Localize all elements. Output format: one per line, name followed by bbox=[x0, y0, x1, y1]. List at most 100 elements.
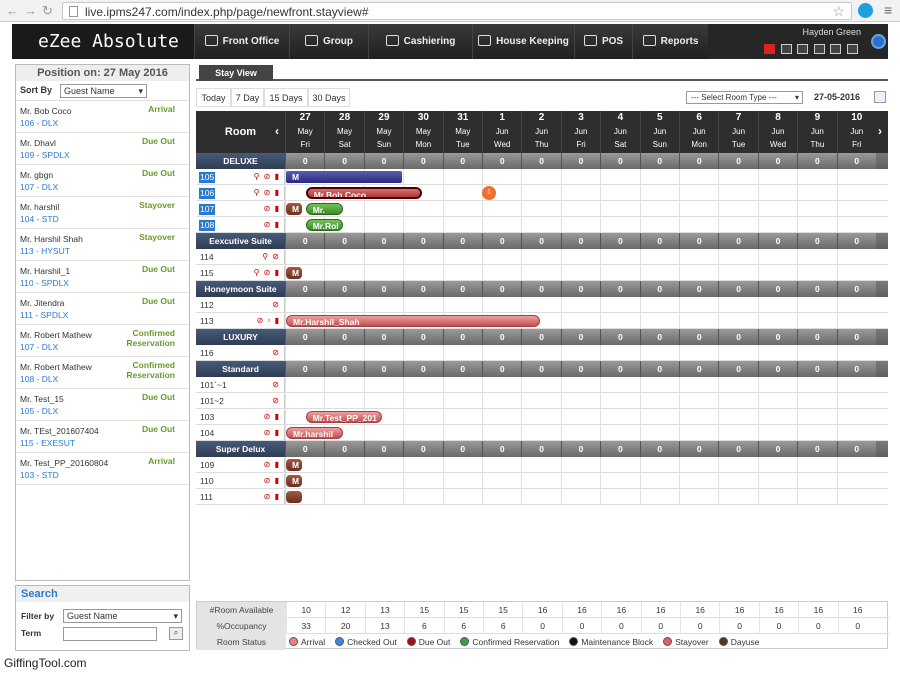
guest-item[interactable]: Mr. Harshil_1 110 - SPDLX Due Out bbox=[16, 261, 189, 293]
grid-cell[interactable] bbox=[639, 297, 679, 313]
grid-cell[interactable] bbox=[679, 345, 718, 361]
image-icon[interactable] bbox=[780, 44, 792, 54]
grid-cell[interactable] bbox=[560, 489, 600, 505]
sort-by-select[interactable]: Guest Name ▾ bbox=[60, 84, 147, 98]
guest-item[interactable]: Mr. Bob Coco 106 - DLX Arrival bbox=[16, 101, 189, 133]
guest-room[interactable]: 106 - DLX bbox=[20, 118, 59, 128]
room-status-icons[interactable]: ⊘ ▮ bbox=[263, 428, 280, 437]
grid-cell[interactable] bbox=[718, 169, 757, 185]
grid-cell[interactable] bbox=[600, 201, 639, 217]
grid-cell[interactable] bbox=[836, 345, 876, 361]
grid-cell[interactable] bbox=[600, 393, 639, 409]
grid-cell[interactable] bbox=[836, 217, 876, 233]
room-status-icons[interactable]: ⊘ ▮ bbox=[263, 204, 280, 213]
search-icon[interactable]: ⌕ bbox=[169, 627, 183, 640]
room-number[interactable]: 111 bbox=[200, 492, 213, 502]
room-number[interactable]: 101~2 bbox=[200, 396, 224, 406]
room-status-icons[interactable]: ⊘ bbox=[272, 396, 280, 405]
grid-cell[interactable] bbox=[836, 249, 876, 265]
booking-bar[interactable]: Mr.harshil bbox=[286, 427, 344, 439]
grid-cell[interactable] bbox=[679, 185, 718, 201]
grid-cell[interactable] bbox=[560, 345, 600, 361]
grid-cell[interactable] bbox=[757, 377, 797, 393]
room-number[interactable]: 116 bbox=[200, 348, 214, 358]
booking-bar[interactable]: M bbox=[286, 171, 403, 183]
grid-cell[interactable] bbox=[836, 473, 876, 489]
globe-icon[interactable] bbox=[871, 34, 886, 49]
room-number[interactable]: 105 bbox=[199, 172, 216, 183]
grid-cell[interactable] bbox=[324, 377, 363, 393]
grid-cell[interactable] bbox=[324, 249, 363, 265]
grid-cell[interactable] bbox=[757, 249, 797, 265]
address-bar[interactable]: live.ipms247.com/index.php/page/newfront… bbox=[62, 2, 852, 20]
grid-cell[interactable] bbox=[600, 249, 639, 265]
grid-cell[interactable] bbox=[639, 409, 679, 425]
grid-cell[interactable] bbox=[324, 393, 363, 409]
room-number[interactable]: 112 bbox=[200, 300, 214, 310]
grid-cell[interactable] bbox=[285, 313, 324, 329]
grid-cell[interactable] bbox=[836, 425, 876, 441]
grid-cell[interactable] bbox=[363, 393, 403, 409]
grid-cell[interactable] bbox=[797, 185, 836, 201]
grid-cell[interactable] bbox=[600, 409, 639, 425]
room-status-icons[interactable]: ⚲ ⊘ ▮ bbox=[253, 172, 280, 181]
grid-cell[interactable] bbox=[482, 169, 521, 185]
grid-cell[interactable] bbox=[482, 265, 521, 281]
grid-cell[interactable] bbox=[403, 393, 442, 409]
term-input[interactable] bbox=[63, 627, 157, 641]
grid-cell[interactable] bbox=[757, 393, 797, 409]
grid-cell[interactable] bbox=[679, 489, 718, 505]
booking-bar[interactable]: Mr.Test_PP_201 bbox=[305, 411, 383, 423]
filter-by-select[interactable]: Guest Name ▾ bbox=[63, 609, 182, 623]
guest-room[interactable]: 113 - HYSUT bbox=[20, 246, 70, 256]
grid-cell[interactable] bbox=[442, 489, 482, 505]
room-number[interactable]: 104 bbox=[200, 428, 215, 438]
grid-cell[interactable] bbox=[639, 393, 679, 409]
grid-cell[interactable] bbox=[324, 457, 363, 473]
grid-cell[interactable] bbox=[639, 185, 679, 201]
grid-cell[interactable] bbox=[600, 217, 639, 233]
grid-cell[interactable] bbox=[403, 265, 442, 281]
booking-bar[interactable]: M bbox=[286, 475, 302, 487]
grid-cell[interactable] bbox=[718, 297, 757, 313]
grid-cell[interactable] bbox=[639, 425, 679, 441]
grid-cell[interactable] bbox=[324, 297, 363, 313]
grid-cell[interactable] bbox=[482, 345, 521, 361]
grid-cell[interactable] bbox=[757, 313, 797, 329]
grid-cell[interactable] bbox=[363, 377, 403, 393]
grid-cell[interactable] bbox=[560, 185, 600, 201]
grid-cell[interactable] bbox=[718, 393, 757, 409]
chevron-left-icon[interactable]: ‹ bbox=[275, 124, 279, 138]
room-status-icons[interactable]: ⊘ ▮ bbox=[263, 476, 280, 485]
grid-cell[interactable] bbox=[482, 217, 521, 233]
room-number[interactable]: 106 bbox=[199, 188, 216, 199]
guest-room[interactable]: 104 - STD bbox=[20, 214, 59, 224]
grid-cell[interactable] bbox=[324, 489, 363, 505]
guest-item[interactable]: Mr. Jitendra 111 - SPDLX Due Out bbox=[16, 293, 189, 325]
book-icon[interactable] bbox=[847, 44, 858, 54]
guest-item[interactable]: Mr. Test_15 105 - DLX Due Out bbox=[16, 389, 189, 421]
grid-cell[interactable] bbox=[442, 169, 482, 185]
guest-item[interactable]: Mr. Robert Mathew 108 - DLX Confirmed Rese… bbox=[16, 357, 189, 389]
grid-cell[interactable] bbox=[757, 185, 797, 201]
skype-extension-icon[interactable] bbox=[858, 3, 873, 18]
grid-cell[interactable] bbox=[639, 457, 679, 473]
chevron-right-icon[interactable]: › bbox=[878, 124, 882, 138]
room-status-icons[interactable]: ⊘ ▮ bbox=[263, 460, 280, 469]
guest-item[interactable]: Mr. Harshil Shah 113 - HYSUT Stayover bbox=[16, 229, 189, 261]
grid-cell[interactable] bbox=[836, 457, 876, 473]
guest-room[interactable]: 110 - SPDLX bbox=[20, 278, 69, 288]
grid-cell[interactable] bbox=[639, 489, 679, 505]
grid-cell[interactable] bbox=[442, 249, 482, 265]
grid-cell[interactable] bbox=[403, 409, 442, 425]
grid-cell[interactable] bbox=[718, 345, 757, 361]
grid-cell[interactable] bbox=[403, 249, 442, 265]
grid-cell[interactable] bbox=[679, 217, 718, 233]
grid-cell[interactable] bbox=[403, 201, 442, 217]
dashboard-icon[interactable] bbox=[813, 44, 825, 54]
grid-cell[interactable] bbox=[757, 297, 797, 313]
back-icon[interactable]: ← bbox=[6, 3, 19, 18]
grid-cell[interactable] bbox=[442, 265, 482, 281]
grid-cell[interactable] bbox=[482, 377, 521, 393]
grid-cell[interactable] bbox=[363, 201, 403, 217]
